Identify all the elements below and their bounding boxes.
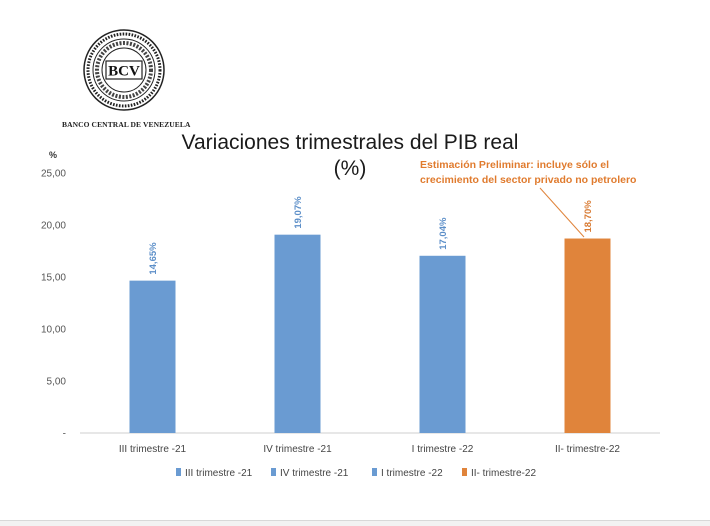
data-label: 17,04% xyxy=(438,217,449,250)
legend-swatch xyxy=(372,468,377,476)
bar-4 xyxy=(564,238,611,433)
note-line-2: crecimiento del sector privado no petrol… xyxy=(420,174,637,186)
legend-entry: II- trimestre-22 xyxy=(471,468,536,479)
bar-1 xyxy=(129,280,176,433)
data-label: 18,70% xyxy=(583,200,594,233)
svg-text:BCV: BCV xyxy=(108,64,140,80)
preliminary-estimate-note: Estimación Preliminar: incluye sólo el c… xyxy=(420,158,670,188)
note-line-1: Estimación Preliminar: incluye sólo el xyxy=(420,159,610,171)
y-tick-label: - xyxy=(63,429,66,440)
y-tick-label: 20,00 xyxy=(41,221,66,232)
legend-swatch xyxy=(176,468,181,476)
y-tick-label: 10,00 xyxy=(41,325,66,336)
legend-swatch xyxy=(462,468,467,476)
y-tick-label: 25,00 xyxy=(41,169,66,180)
y-tick-label: 15,00 xyxy=(41,273,66,284)
data-label: 19,07% xyxy=(293,196,304,229)
chart-title: Variaciones trimestrales del PIB real xyxy=(181,131,519,154)
bank-name: BANCO CENTRAL DE VENEZUELA xyxy=(62,120,191,129)
bcv-logo: BCV xyxy=(82,28,166,112)
bar-3 xyxy=(419,255,466,433)
annotation-pointer-line xyxy=(539,187,585,238)
x-tick-label: II- trimestre-22 xyxy=(555,444,620,455)
legend-entry: III trimestre -21 xyxy=(185,468,253,479)
x-tick-label: I trimestre -22 xyxy=(412,444,474,455)
legend-swatch xyxy=(271,468,276,476)
legend-entry: I trimestre -22 xyxy=(381,468,443,479)
legend-entry: IV trimestre -21 xyxy=(280,468,349,479)
bar-2 xyxy=(274,234,321,433)
chart-subtitle: (%) xyxy=(333,157,367,180)
y-axis-label: % xyxy=(49,150,57,160)
data-label: 14,65% xyxy=(148,242,159,275)
y-tick-label: 5,00 xyxy=(47,377,67,388)
x-tick-label: III trimestre -21 xyxy=(119,444,187,455)
x-tick-label: IV trimestre -21 xyxy=(263,444,332,455)
